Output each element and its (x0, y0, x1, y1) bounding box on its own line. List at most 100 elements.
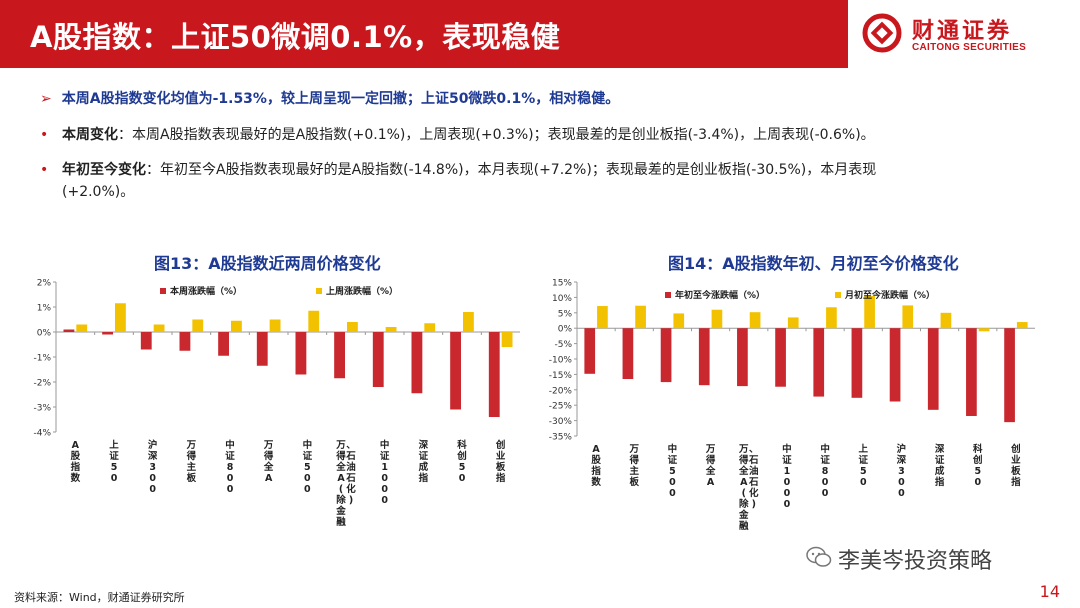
bullet-dot-icon: • (40, 127, 49, 143)
category-label-char: 板 (187, 472, 197, 484)
y-tick-label: 2% (37, 279, 52, 289)
category-label-char: 融 (739, 520, 749, 532)
category-label-char: 证 (419, 451, 429, 462)
bar-series2 (635, 305, 646, 329)
bar-series2 (978, 328, 990, 332)
bar-series1 (775, 328, 786, 387)
category-label-char: 得 (263, 450, 274, 462)
category-label-char: 石 (345, 473, 356, 484)
bar-series2 (192, 319, 204, 332)
category-label-char: 深 (935, 443, 945, 455)
category-label-char: A (707, 477, 715, 488)
bar-series1 (450, 332, 461, 410)
category-label-char: 证 (782, 455, 792, 466)
category-label-char: 、 (346, 440, 356, 451)
category-label-char: 石 (748, 477, 759, 488)
category-label-char: A (592, 444, 600, 455)
legend-label: 上周涨跌幅（%） (326, 285, 398, 297)
bar-series1 (622, 328, 634, 380)
bullet-text: ：本周A股指数表现最好的是A股指数(+0.1%)，上周表现(+0.3%)；表现最… (118, 127, 875, 143)
category-label-char: 指 (419, 472, 429, 484)
category-label-char: 深 (897, 454, 907, 466)
y-tick-label: -1% (33, 354, 51, 364)
category-label-char: 万 (263, 440, 274, 451)
bar-series1 (102, 332, 113, 335)
bar-series1 (1004, 328, 1015, 423)
category-label-char: 0 (860, 477, 867, 488)
bar-series2 (153, 324, 165, 332)
category-label-char: 0 (459, 473, 466, 484)
bar-series2 (1016, 322, 1028, 329)
wechat-account: 李美岑投资策略 (838, 549, 993, 574)
category-label-char: 5 (304, 462, 311, 473)
category-label-char: 指 (1011, 476, 1021, 488)
category-label-char: ) (349, 495, 353, 506)
y-tick-label: -15% (549, 371, 573, 381)
bar-series1 (179, 332, 191, 351)
category-label-char: 深 (419, 439, 429, 451)
category-label-char: 8 (227, 462, 234, 473)
category-label-char: 0 (669, 488, 676, 499)
caitong-logo-icon (862, 13, 902, 53)
bar-series2 (424, 323, 436, 332)
bar-series1 (488, 332, 500, 417)
lead-text: 本周A股指数变化均值为-1.53%，较上周呈现一定回撤；上证50微跌0.1%，相… (61, 91, 620, 107)
category-label-char: 5 (111, 462, 118, 473)
category-label-char: 5 (860, 466, 867, 477)
category-label-char: 板 (629, 476, 639, 488)
category-label-char: 除 (739, 498, 749, 510)
category-label-char: 0 (784, 499, 791, 510)
y-tick-label: -30% (549, 417, 573, 427)
legend-label: 年初至今涨跌幅（%） (675, 289, 765, 301)
bullet-weekly: • 本周变化：本周A股指数表现最好的是A股指数(+0.1%)，上周表现(+0.3%… (40, 124, 1040, 146)
category-label-char: 指 (591, 465, 601, 477)
logo: 财通证券 CAITONG SECURITIES (848, 0, 1080, 68)
bullet-text: ：年初至今A股指数表现最好的是A股指数(-14.8%)，本月表现(+7.2%)；… (146, 162, 877, 178)
bar-series2 (463, 312, 474, 332)
bar-series2 (864, 295, 875, 329)
bar-series2 (308, 310, 320, 332)
category-label-char: 中 (303, 439, 313, 451)
category-label-char: 化 (346, 483, 356, 495)
legend-label: 月初至今涨跌幅（%） (844, 289, 935, 301)
category-label-char: 创 (1010, 443, 1021, 455)
bar-series2 (940, 312, 952, 329)
category-label-char: ( (742, 488, 746, 499)
bar-series1 (737, 328, 748, 387)
category-label-char: 0 (381, 495, 388, 506)
category-label-char: 万 (705, 444, 716, 455)
bar-series2 (787, 317, 799, 329)
category-label-char: 得 (738, 454, 749, 466)
bar-series2 (269, 319, 281, 332)
category-label-char: 0 (227, 484, 234, 495)
page-number: 14 (1039, 582, 1060, 601)
category-label-char: 中 (782, 443, 792, 455)
bar-series2 (711, 309, 723, 329)
y-tick-label: 0% (37, 329, 52, 339)
category-label-char: 金 (738, 509, 749, 521)
bar-series1 (698, 328, 710, 386)
y-tick-label: 0% (558, 325, 573, 335)
category-label-char: 证 (935, 455, 945, 466)
category-label-char: 0 (149, 484, 156, 495)
category-label-char: 1 (381, 462, 388, 473)
logo-text-en: CAITONG SECURITIES (912, 42, 1027, 53)
category-label-char: 主 (187, 461, 197, 473)
category-label-char: 0 (822, 477, 829, 488)
bullet-label: 年初至今变化 (62, 162, 146, 178)
category-label-char: 得 (628, 454, 639, 466)
category-label-char: ) (752, 499, 756, 510)
category-label-char: 数 (590, 476, 601, 488)
y-tick-label: 1% (37, 304, 52, 314)
summary-lead: ➢ 本周A股指数变化均值为-1.53%，较上周呈现一定回撤；上证50微跌0.1%，… (40, 88, 619, 108)
category-label-char: 上 (858, 443, 868, 455)
category-label-char: 石 (345, 451, 356, 462)
bar-series2 (347, 322, 358, 332)
category-label-char: A (72, 440, 80, 451)
category-label-char: 油 (346, 461, 356, 473)
